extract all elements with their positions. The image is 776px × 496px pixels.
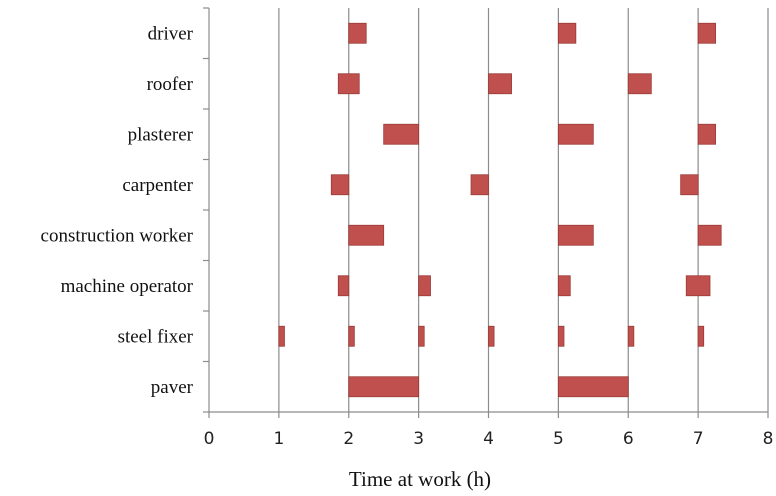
bar-driver-0 [348,22,367,44]
bar-steel-fixer-0 [278,325,285,347]
category-label-roofer: roofer [147,74,194,95]
x-tick-label-8: 8 [763,429,774,449]
x-tick-label-4: 4 [483,429,494,449]
category-label-machine-operator: machine operator [61,276,194,297]
bar-machine-operator-1 [418,275,431,297]
bar-construction-worker-1 [557,224,594,246]
x-tick-label-1: 1 [273,429,284,449]
bar-machine-operator-0 [337,275,350,297]
bar-steel-fixer-5 [627,325,635,347]
bar-roofer-0 [337,73,360,95]
category-label-plasterer: plasterer [128,124,194,145]
bar-carpenter-0 [330,174,350,196]
category-label-driver: driver [148,23,194,44]
category-label-steel-fixer: steel fixer [118,326,194,347]
x-tick-label-0: 0 [204,429,215,449]
category-label-carpenter: carpenter [122,175,193,196]
bars [278,22,722,398]
gridlines [278,8,769,412]
tick-labels: 0 1 2 3 4 5 6 7 8 [204,429,774,449]
bar-roofer-2 [627,73,652,95]
bar-machine-operator-3 [685,275,711,297]
bar-driver-1 [557,22,577,44]
bar-paver-1 [557,376,629,398]
category-label-paver: paver [151,377,194,398]
x-tick-label-2: 2 [343,429,354,449]
bar-steel-fixer-4 [557,325,565,347]
bar-paver-0 [348,376,420,398]
axes [203,7,769,418]
x-tick-label-5: 5 [553,429,564,449]
category-label-construction-worker: construction worker [41,225,194,246]
bar-plasterer-0 [383,123,420,145]
bar-driver-2 [697,22,716,44]
bar-plasterer-2 [697,123,716,145]
bar-roofer-1 [488,73,512,95]
x-tick-label-3: 3 [413,429,424,449]
bar-construction-worker-2 [697,224,722,246]
x-axis-title: Time at work (h) [349,467,491,491]
bar-steel-fixer-1 [348,325,355,347]
bar-plasterer-1 [557,123,594,145]
x-tick-label-6: 6 [623,429,634,449]
bar-steel-fixer-6 [697,325,705,347]
bar-carpenter-1 [470,174,489,196]
bar-machine-operator-2 [557,275,571,297]
bar-steel-fixer-3 [488,325,495,347]
x-tick-label-7: 7 [693,429,704,449]
bar-steel-fixer-2 [418,325,425,347]
bar-carpenter-2 [680,174,699,196]
category-labels: driver roofer plasterer carpenter constructi… [41,23,194,398]
bar-construction-worker-0 [348,224,385,246]
